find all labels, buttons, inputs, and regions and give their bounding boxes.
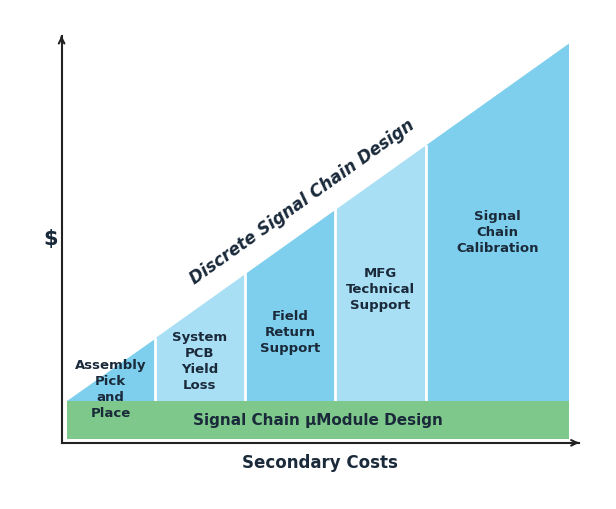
Polygon shape [67, 338, 155, 401]
Text: Signal Chain μModule Design: Signal Chain μModule Design [193, 413, 443, 428]
Text: Field
Return
Support: Field Return Support [260, 310, 320, 355]
X-axis label: Secondary Costs: Secondary Costs [242, 454, 399, 472]
Text: Discrete Signal Chain Design: Discrete Signal Chain Design [187, 117, 418, 289]
Text: System
PCB
Yield
Loss: System PCB Yield Loss [172, 331, 227, 392]
Text: MFG
Technical
Support: MFG Technical Support [346, 267, 415, 312]
Polygon shape [155, 274, 245, 401]
Text: Assembly
Pick
and
Place: Assembly Pick and Place [75, 359, 147, 420]
Y-axis label: $: $ [43, 229, 58, 249]
Polygon shape [335, 146, 426, 401]
Bar [67, 401, 569, 439]
Polygon shape [245, 210, 335, 401]
Text: Signal
Chain
Calibration: Signal Chain Calibration [456, 210, 538, 255]
Polygon shape [426, 44, 569, 401]
